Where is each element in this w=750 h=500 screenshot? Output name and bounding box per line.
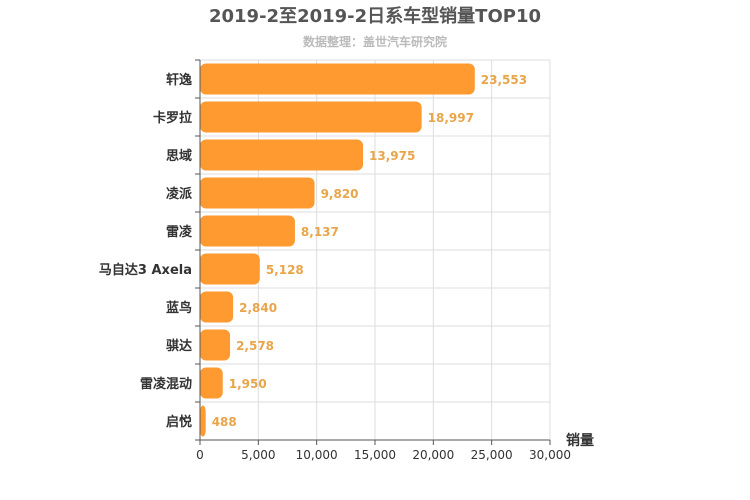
category-label: 凌派 xyxy=(166,186,193,202)
bar xyxy=(200,177,315,209)
data-label: 488 xyxy=(212,415,237,429)
data-label: 1,950 xyxy=(229,377,267,391)
x-tick-label: 30,000 xyxy=(529,448,571,462)
data-label: 2,578 xyxy=(236,339,274,353)
data-label: 13,975 xyxy=(369,149,415,163)
bar xyxy=(200,101,422,133)
x-tick-label: 0 xyxy=(196,448,204,462)
x-tick-label: 15,000 xyxy=(354,448,396,462)
category-label: 骐达 xyxy=(166,338,192,354)
bar xyxy=(200,139,364,171)
category-label: 卡罗拉 xyxy=(153,110,192,126)
chart-subtitle: 数据整理：盖世汽车研究院 xyxy=(303,34,447,49)
data-label: 9,820 xyxy=(321,187,359,201)
data-label: 8,137 xyxy=(301,225,339,239)
x-axis-title: 销量 xyxy=(566,432,594,449)
category-label: 雷凌混动 xyxy=(140,376,192,392)
bar xyxy=(200,63,475,95)
data-label: 5,128 xyxy=(266,263,304,277)
chart-title: 2019-2至2019-2日系车型销量TOP10 xyxy=(209,5,541,27)
category-label: 思域 xyxy=(166,148,192,164)
x-tick-label: 25,000 xyxy=(471,448,513,462)
x-tick-label: 20,000 xyxy=(412,448,454,462)
x-tick-label: 10,000 xyxy=(296,448,338,462)
bar xyxy=(200,405,206,437)
bar xyxy=(200,215,295,247)
grid-lines xyxy=(200,59,551,440)
bar xyxy=(200,367,223,399)
bar xyxy=(200,291,234,323)
x-tick-label: 5,000 xyxy=(241,448,275,462)
category-label: 轩逸 xyxy=(166,72,192,88)
bars: 23,553 18,997 13,975 9,820 8,137 5,128 2,840 2,… xyxy=(200,63,527,437)
bar xyxy=(200,329,231,361)
data-label: 23,553 xyxy=(481,73,527,87)
data-label: 18,997 xyxy=(428,111,474,125)
category-label: 蓝鸟 xyxy=(166,300,192,316)
bar xyxy=(200,253,260,285)
category-label: 启悦 xyxy=(166,414,192,430)
data-label: 2,840 xyxy=(239,301,277,315)
category-label: 雷凌 xyxy=(166,224,193,240)
category-label: 马自达3 Axela xyxy=(99,262,192,278)
